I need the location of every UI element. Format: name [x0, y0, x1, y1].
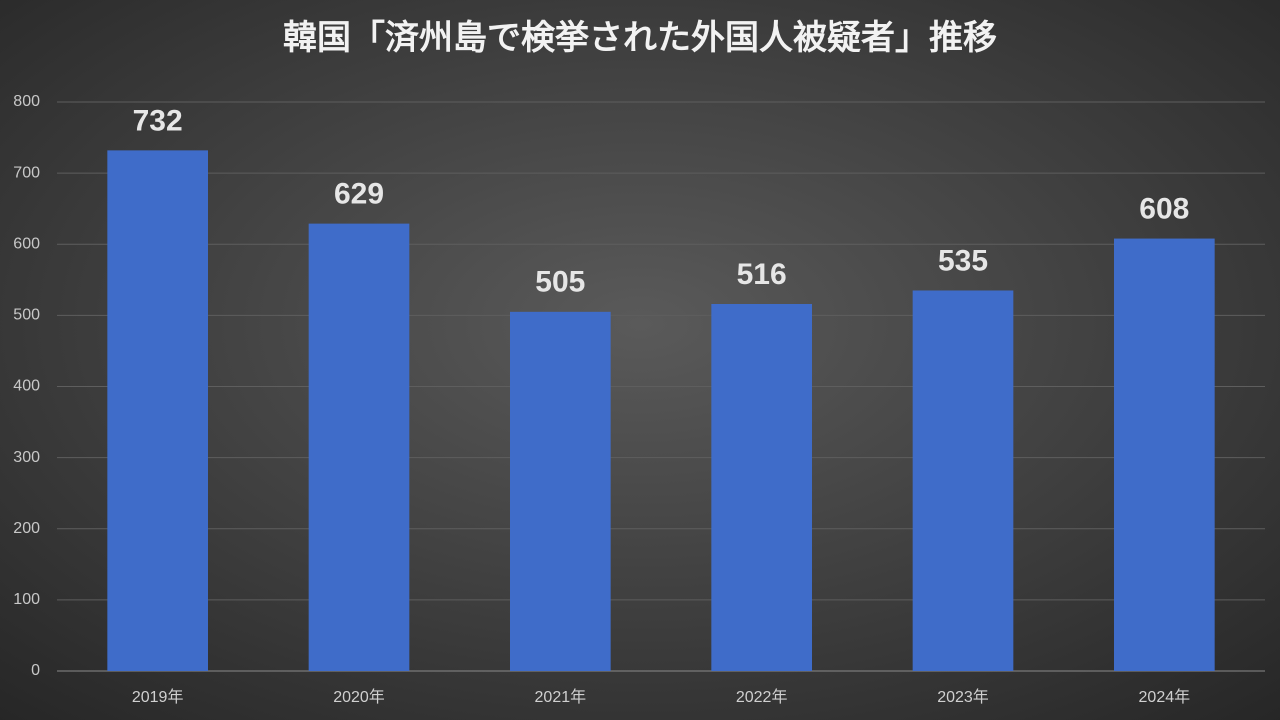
- bar: [107, 150, 208, 672]
- x-tick-label: 2024年: [1139, 688, 1191, 706]
- value-label: 516: [737, 258, 787, 291]
- y-tick-label: 500: [13, 307, 40, 324]
- chart-title: 韓国「済州島で検挙された外国人被疑者」推移: [283, 19, 997, 57]
- y-tick-label: 100: [13, 591, 40, 608]
- y-tick-label: 800: [13, 93, 40, 110]
- value-label: 535: [938, 244, 988, 277]
- x-tick-label: 2019年: [132, 688, 184, 706]
- y-tick-label: 600: [13, 235, 40, 252]
- value-label: 608: [1139, 192, 1189, 225]
- value-label: 732: [133, 104, 183, 137]
- bar: [510, 311, 611, 671]
- value-label: 629: [334, 178, 384, 211]
- y-tick-label: 300: [13, 449, 40, 466]
- bar: [711, 303, 812, 671]
- bar: [1114, 238, 1215, 671]
- x-tick-label: 2022年: [736, 688, 788, 706]
- y-tick-label: 200: [13, 520, 40, 537]
- value-label: 505: [535, 266, 585, 299]
- x-tick-label: 2023年: [937, 688, 989, 706]
- x-tick-label: 2020年: [333, 688, 385, 706]
- x-tick-label: 2021年: [535, 688, 587, 706]
- y-tick-label: 0: [31, 662, 40, 679]
- y-tick-label: 700: [13, 164, 40, 181]
- bar: [308, 223, 410, 671]
- bar: [912, 290, 1014, 671]
- y-tick-label: 400: [13, 378, 40, 395]
